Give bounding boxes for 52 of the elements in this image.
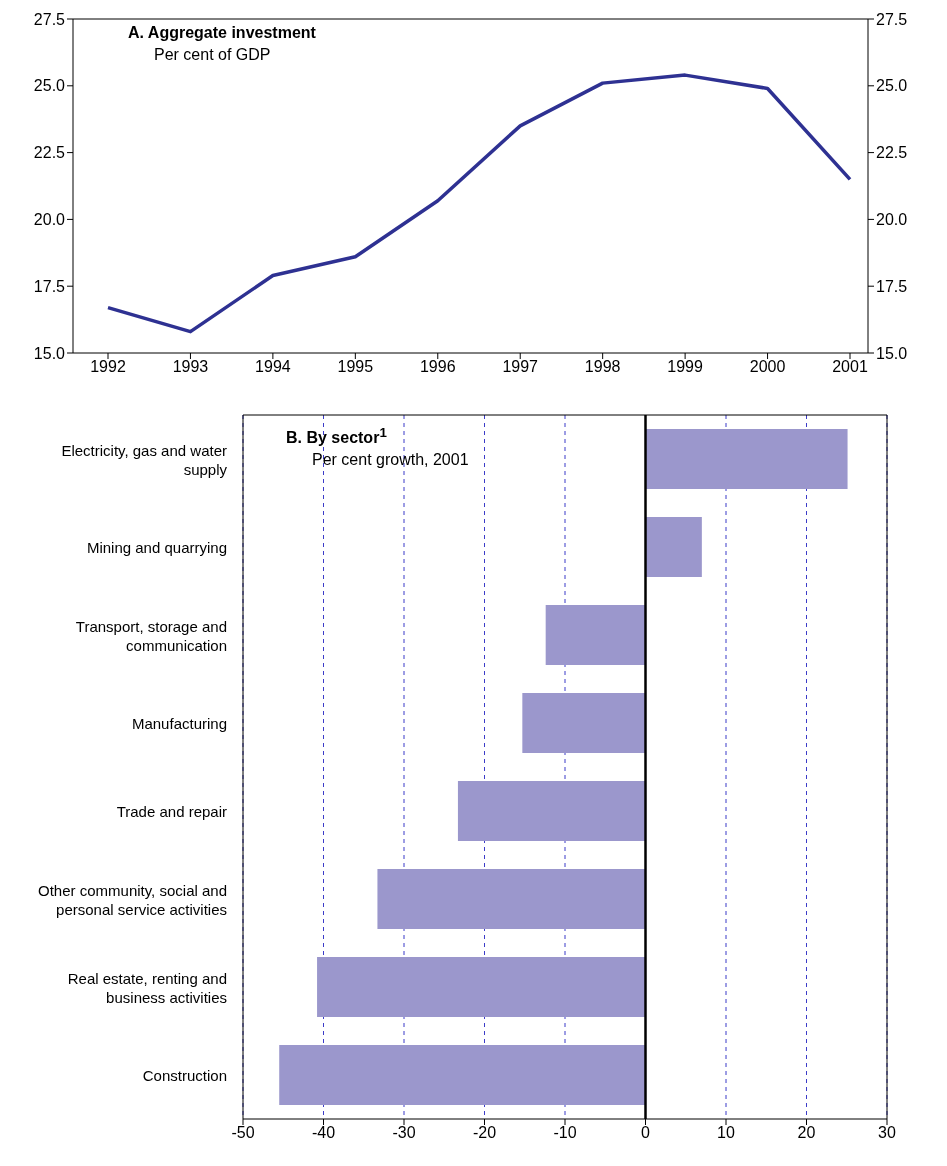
x-tick-label: 2000 <box>749 358 786 376</box>
y-tick-label: Real estate, renting and business activities <box>67 969 227 1005</box>
y-tick-label: Electricity, gas and water supply <box>61 441 228 477</box>
y2-tick-label: 25.0 <box>876 77 908 95</box>
x-tick-label: 1992 <box>90 358 126 376</box>
y2-tick-label: 22.5 <box>876 144 908 162</box>
x-tick-label: 2001 <box>832 358 868 376</box>
y-tick-label: Construction <box>142 1066 227 1084</box>
x-tick-label: 1994 <box>255 358 291 376</box>
y-tick-label: Trade and repair <box>116 802 227 820</box>
x-tick-label: -20 <box>472 1124 497 1142</box>
y-tick-label: Transport, storage and communication <box>75 617 227 653</box>
y-tick-label: 20.0 <box>33 211 66 229</box>
text: B. By sector$^{1}$ <box>286 424 388 449</box>
x-tick-label: 1993 <box>172 358 209 376</box>
y-tick-label: Other community, social and personal service activities <box>38 881 227 917</box>
x-tick-label: 20 <box>797 1124 816 1142</box>
bar <box>545 605 646 666</box>
bar <box>317 957 646 1018</box>
x-tick-label: 1996 <box>419 358 456 376</box>
bar <box>377 869 646 930</box>
y-tick-label: 25.0 <box>33 77 66 95</box>
x-tick-label: 1995 <box>337 358 374 376</box>
y2-tick-label: 27.5 <box>876 10 908 28</box>
y-tick-label: 15.0 <box>33 344 66 362</box>
y-tick-label: Mining and quarrying <box>86 538 227 556</box>
line-series <box>106 73 852 334</box>
bar <box>279 1045 646 1106</box>
y-tick-label: 17.5 <box>33 277 66 295</box>
bar <box>645 517 702 578</box>
bar <box>645 429 848 490</box>
x-tick-label: 30 <box>878 1124 896 1142</box>
bar <box>522 693 646 754</box>
x-tick-label: 1997 <box>502 358 539 376</box>
y2-tick-label: 17.5 <box>876 277 908 295</box>
text: Per cent growth, 2001 <box>311 450 469 471</box>
y2-tick-label: 15.0 <box>876 344 908 362</box>
x-tick-label: 1998 <box>584 358 621 376</box>
x-tick-label: 1999 <box>667 358 704 376</box>
x-tick-label: -40 <box>311 1124 336 1142</box>
x-tick-label: -50 <box>231 1124 255 1142</box>
y-tick-label: Manufacturing <box>131 714 227 732</box>
y-tick-label: 22.5 <box>33 144 66 162</box>
x-tick-label: 0 <box>641 1124 651 1142</box>
bar <box>457 781 646 842</box>
chart-title: A. Aggregate investment <box>128 23 316 43</box>
x-tick-label: 10 <box>717 1124 735 1142</box>
x-tick-label: -10 <box>553 1124 577 1142</box>
x-tick-label: -30 <box>392 1124 416 1142</box>
text: Per cent of GDP <box>153 45 272 65</box>
y-tick-label: 27.5 <box>33 10 66 28</box>
y2-tick-label: 20.0 <box>876 211 908 229</box>
